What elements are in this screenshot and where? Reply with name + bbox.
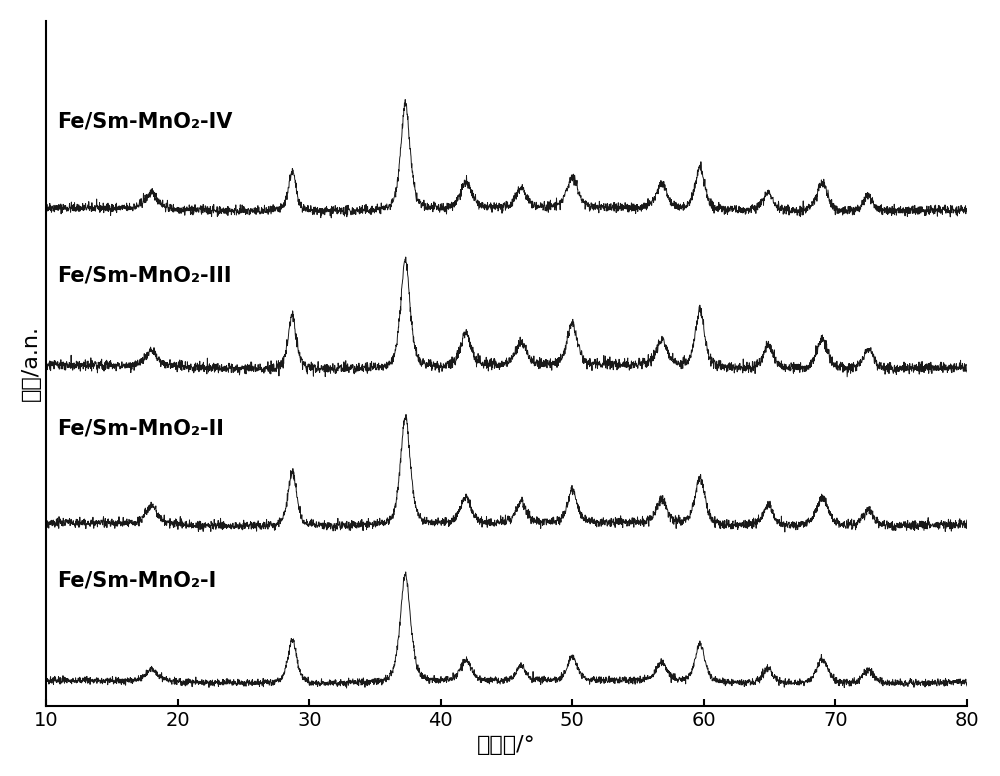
Text: Fe/Sm-MnO₂-III: Fe/Sm-MnO₂-III: [57, 265, 231, 286]
Text: Fe/Sm-MnO₂-IV: Fe/Sm-MnO₂-IV: [57, 111, 232, 131]
Text: Fe/Sm-MnO₂-II: Fe/Sm-MnO₂-II: [57, 418, 224, 438]
X-axis label: 衍射角/°: 衍射角/°: [477, 735, 536, 755]
Y-axis label: 强度/a.n.: 强度/a.n.: [21, 325, 41, 401]
Text: Fe/Sm-MnO₂-I: Fe/Sm-MnO₂-I: [57, 571, 216, 591]
